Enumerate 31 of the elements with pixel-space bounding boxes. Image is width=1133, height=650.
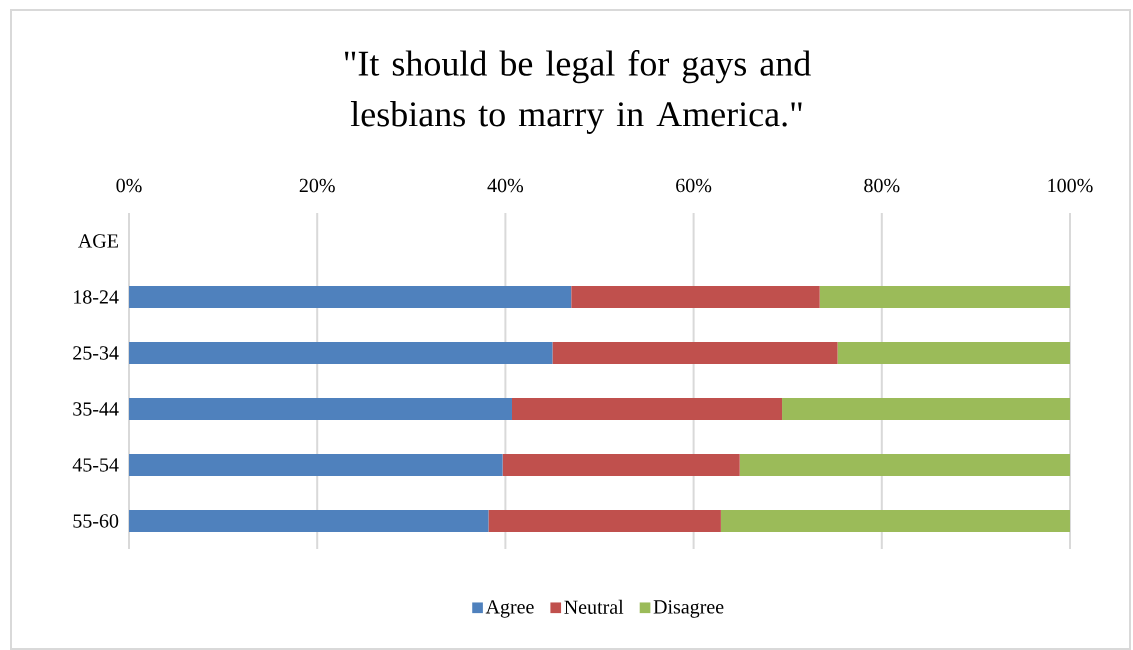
y-tick-label: 55-60: [73, 514, 119, 528]
bar: [488, 509, 721, 532]
x-tick-label: 80%: [864, 178, 900, 193]
bar: [571, 285, 820, 308]
bar: [129, 509, 489, 532]
bar: [129, 285, 572, 308]
bar: [552, 341, 838, 364]
bar: [782, 397, 1070, 420]
bar: [502, 453, 740, 476]
bar: [129, 397, 512, 420]
chart-title: "It should be legal for gays and lesbians to marry in America.": [344, 50, 811, 134]
legend-label: Neutral: [564, 599, 624, 614]
legend-label: Agree: [485, 600, 534, 618]
x-tick-label: 40%: [487, 178, 524, 193]
bar: [129, 341, 553, 364]
y-tick-label: 35-44: [73, 402, 119, 416]
y-tick-label: 45-54: [72, 458, 119, 472]
y-tick-label: 25-34: [73, 346, 119, 360]
bar: [739, 453, 1070, 476]
x-tick-label: 60%: [676, 178, 712, 193]
bar: [129, 453, 503, 476]
bar: [720, 509, 1070, 532]
legend-label: Disagree: [653, 600, 724, 618]
x-tick-label: 100%: [1048, 178, 1093, 193]
bar: [837, 341, 1070, 364]
bar: [511, 397, 783, 420]
y-tick-label: 18-24: [74, 290, 119, 304]
bar: [819, 285, 1070, 308]
y-tick-label: AGE: [78, 234, 118, 248]
x-tick-label: 20%: [299, 178, 335, 193]
x-tick-label: 0%: [116, 178, 142, 193]
